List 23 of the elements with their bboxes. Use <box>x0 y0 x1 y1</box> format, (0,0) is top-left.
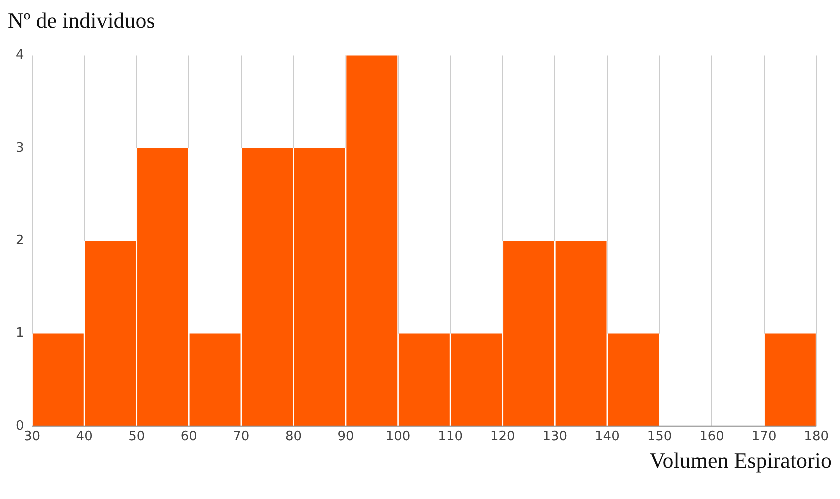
x-tick-label: 100 <box>386 430 411 445</box>
y-tick-label: 4 <box>16 48 24 64</box>
x-tick-label: 170 <box>752 430 777 445</box>
x-tick-label: 90 <box>338 430 354 445</box>
x-tick-label: 60 <box>180 430 198 445</box>
y-tick-label: 1 <box>16 326 24 342</box>
y-tick-label: 3 <box>16 140 24 156</box>
x-axis-title: Volumen Espiratorio <box>648 448 832 475</box>
x-tick-label: 50 <box>128 430 146 445</box>
x-tick-label: 130 <box>542 430 568 445</box>
x-tick-label: 150 <box>647 430 672 445</box>
y-tick-label: 2 <box>16 233 24 248</box>
x-tick-label: 30 <box>24 430 41 445</box>
x-tick-label: 110 <box>438 430 463 445</box>
y-axis-title: Nº de individuos <box>8 8 156 35</box>
x-tick-label: 160 <box>700 430 724 445</box>
x-tick-label: 180 <box>804 430 830 445</box>
x-tick-label: 70 <box>233 430 250 445</box>
x-tick-label: 40 <box>76 430 93 445</box>
x-tick-label: 140 <box>595 430 620 445</box>
x-tick-label: 80 <box>285 430 302 445</box>
x-tick-label: 120 <box>490 430 516 445</box>
y-tick-label: 0 <box>16 418 24 434</box>
